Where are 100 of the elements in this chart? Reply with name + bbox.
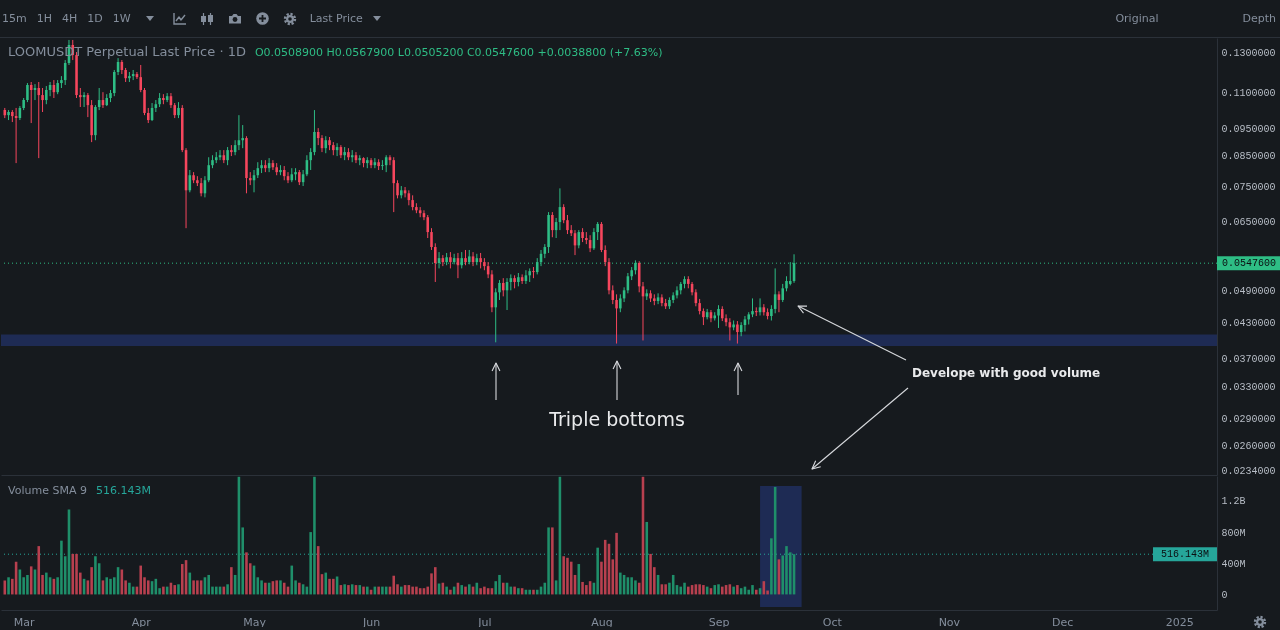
y-tick-label: 0.0850000 <box>1221 151 1276 163</box>
bar <box>180 564 184 595</box>
x-tick-label: Apr <box>131 615 152 629</box>
bar <box>192 580 195 595</box>
annotation: Develope with good volume <box>912 365 1101 381</box>
y-tick-label: 0.0330000 <box>1221 382 1276 394</box>
bar <box>147 580 150 595</box>
candlestick <box>41 87 44 113</box>
bar <box>649 553 652 595</box>
bar <box>245 552 248 595</box>
bar <box>569 561 573 595</box>
bar <box>785 546 788 595</box>
ref-line-label: 0.0547600 <box>1221 258 1277 270</box>
bar <box>698 584 701 595</box>
bar <box>316 546 320 595</box>
candlestick <box>396 179 399 199</box>
text: 4H <box>62 12 78 25</box>
text: 1D <box>87 12 103 25</box>
y-tick-label: 0.0260000 <box>1221 440 1276 452</box>
bar <box>75 553 78 595</box>
candlestick <box>143 87 146 116</box>
bar <box>513 586 516 595</box>
y-tick-label: 400M <box>1221 558 1246 570</box>
candlestick <box>717 304 720 329</box>
bar <box>679 586 683 595</box>
bar <box>347 585 350 595</box>
bar <box>551 527 554 595</box>
bar <box>109 578 112 595</box>
y-tick-label: 0 <box>1221 589 1228 601</box>
y-tick-label: 0.0750000 <box>1221 181 1276 193</box>
bar <box>736 585 739 595</box>
candlestick <box>79 87 82 108</box>
candlestick <box>37 81 41 159</box>
bar <box>328 578 331 595</box>
bar <box>449 589 452 595</box>
bar <box>411 586 414 595</box>
bar <box>721 586 724 595</box>
bar <box>7 577 10 595</box>
y-tick-label: 800M <box>1221 527 1246 539</box>
bar <box>94 556 97 595</box>
bar <box>60 540 63 595</box>
candlestick <box>392 156 396 213</box>
x-tick-label: Jul <box>477 615 492 629</box>
bar <box>366 586 369 595</box>
bar <box>105 577 109 595</box>
bar <box>290 565 294 595</box>
y-tick-label: 0.1300000 <box>1221 47 1276 59</box>
y-tick-label: 0.1100000 <box>1221 88 1276 100</box>
bar <box>664 584 667 595</box>
bar <box>464 586 467 595</box>
bar <box>483 586 486 595</box>
bar <box>226 584 229 595</box>
bar <box>196 580 199 595</box>
x-tick-label: Nov <box>938 615 961 629</box>
y-tick-label: 0.0650000 <box>1221 216 1276 228</box>
bar <box>581 581 584 595</box>
candlestick <box>45 85 48 105</box>
candlestick <box>226 146 229 166</box>
bar <box>282 582 286 595</box>
text: 516.143M <box>95 484 151 497</box>
candlestick <box>532 266 535 279</box>
bar <box>702 585 705 595</box>
bar <box>260 580 263 595</box>
y-tick-label: 0.0490000 <box>1221 285 1276 297</box>
bar <box>445 586 448 595</box>
candlestick <box>566 214 569 235</box>
candlestick <box>562 203 565 224</box>
x-tick-label: 2025 <box>1165 615 1194 629</box>
bar <box>755 589 758 595</box>
bar <box>687 586 690 595</box>
bar <box>71 553 75 595</box>
y-tick-label: 0.0430000 <box>1221 317 1276 329</box>
bar <box>532 589 535 595</box>
bar <box>434 567 437 595</box>
bar <box>128 582 131 595</box>
bar <box>634 580 637 595</box>
bar <box>615 532 618 595</box>
bar <box>619 572 622 595</box>
x-tick-label: Jun <box>361 615 381 629</box>
bar <box>214 586 218 595</box>
bar <box>603 539 607 595</box>
y-tick-label: 0.0290000 <box>1221 413 1276 425</box>
candlestick <box>381 159 384 171</box>
text: Original <box>1115 12 1159 25</box>
candlestick <box>498 279 501 301</box>
text: 15m <box>2 12 27 25</box>
candlestick <box>313 109 316 156</box>
candlestick <box>551 211 554 238</box>
text: O0.0508900 H0.0567900 L0.0505200 C0.0547600 +0.0038800 (+7.63%) <box>254 46 663 59</box>
candlestick <box>430 227 433 251</box>
bar <box>566 557 569 595</box>
bar <box>479 588 482 595</box>
x-tick-label: Aug <box>591 615 613 629</box>
candlestick <box>781 283 784 303</box>
bar <box>313 476 316 595</box>
bar <box>498 574 501 595</box>
text: 1H <box>36 12 52 25</box>
bar <box>467 584 471 595</box>
annotation: Triple bottoms <box>549 407 685 431</box>
text: Depth <box>1242 12 1276 25</box>
